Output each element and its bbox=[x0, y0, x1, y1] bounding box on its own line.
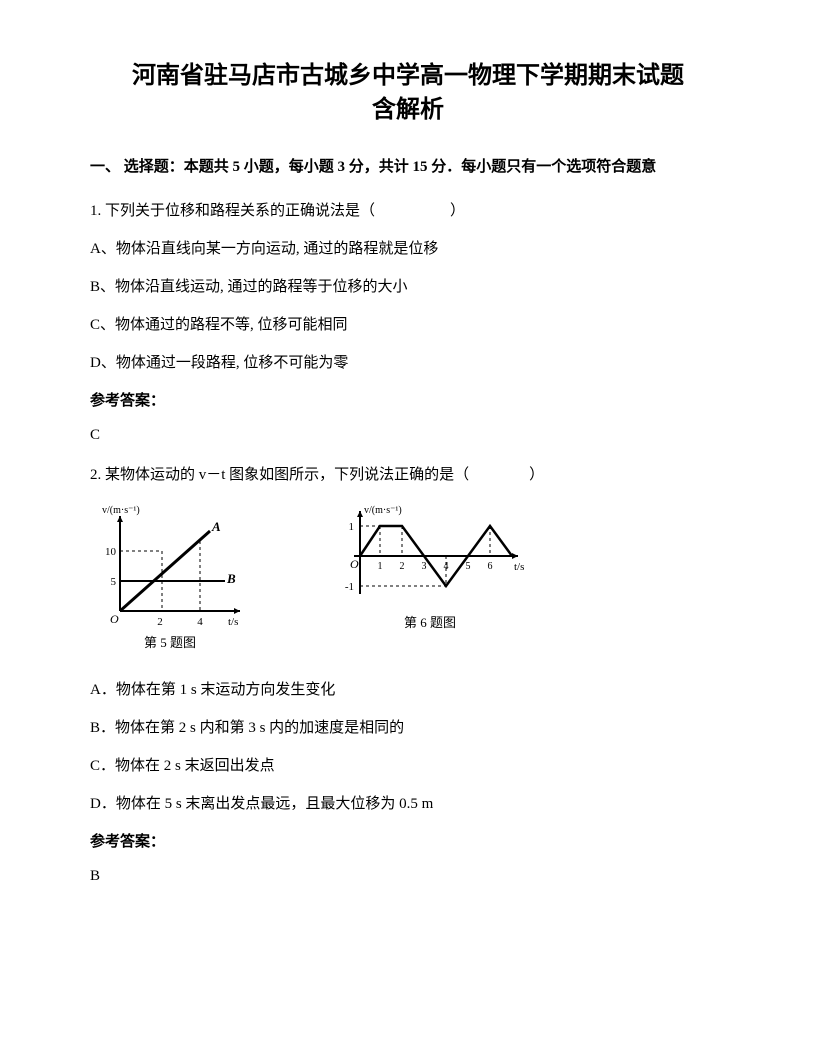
q1-option-c: C、物体通过的路程不等, 位移可能相同 bbox=[90, 313, 726, 337]
q1-option-d: D、物体通过一段路程, 位移不可能为零 bbox=[90, 351, 726, 375]
chart5-block: A B 5 10 2 4 Ov/(m·s⁻¹) t/s 第 5 题图 bbox=[90, 501, 250, 654]
q2-option-c: C．物体在 2 s 末返回出发点 bbox=[90, 754, 726, 778]
title-line-2: 含解析 bbox=[372, 97, 444, 123]
svg-text:5: 5 bbox=[111, 576, 117, 588]
q2-stem: 2. 某物体运动的 v－t 图象如图所示，下列说法正确的是（ ） bbox=[90, 463, 726, 487]
svg-text:1: 1 bbox=[349, 521, 355, 533]
q2-option-d: D．物体在 5 s 末离出发点最远，且最大位移为 0.5 m bbox=[90, 792, 726, 816]
svg-text:1: 1 bbox=[378, 561, 383, 572]
q2-option-a: A．物体在第 1 s 末运动方向发生变化 bbox=[90, 678, 726, 702]
svg-text:O: O bbox=[350, 557, 359, 571]
q1-option-a: A、物体沿直线向某一方向运动, 通过的路程就是位移 bbox=[90, 237, 726, 261]
chart6-block: 1 2 3 4 5 6 1 -1 Ov/(m·s⁻¹) t/s 第 6 题图 bbox=[330, 501, 530, 654]
chart6-caption: 第 6 题图 bbox=[330, 613, 530, 634]
svg-text:v/(m·s⁻¹): v/(m·s⁻¹) bbox=[364, 505, 402, 516]
svg-text:v/(m·s⁻¹): v/(m·s⁻¹) bbox=[102, 505, 140, 516]
q2-answer-label: 参考答案： bbox=[90, 830, 726, 854]
svg-text:B: B bbox=[226, 571, 236, 586]
svg-text:t/s: t/s bbox=[514, 561, 524, 573]
svg-text:t/s: t/s bbox=[228, 616, 238, 628]
svg-text:2: 2 bbox=[400, 561, 405, 572]
svg-text:6: 6 bbox=[488, 561, 493, 572]
q1-answer-label: 参考答案： bbox=[90, 389, 726, 413]
title-line-1: 河南省驻马店市古城乡中学高一物理下学期期末试题 bbox=[132, 63, 684, 89]
svg-text:2: 2 bbox=[157, 616, 163, 628]
svg-text:10: 10 bbox=[105, 546, 117, 558]
chart6-svg: 1 2 3 4 5 6 1 -1 Ov/(m·s⁻¹) t/s bbox=[330, 501, 530, 611]
q1-option-b: B、物体沿直线运动, 通过的路程等于位移的大小 bbox=[90, 275, 726, 299]
section-heading: 一、 选择题：本题共 5 小题，每小题 3 分，共计 15 分．每小题只有一个选… bbox=[90, 155, 726, 179]
svg-text:A: A bbox=[211, 519, 221, 534]
svg-text:4: 4 bbox=[444, 561, 449, 572]
q2-option-b: B．物体在第 2 s 内和第 3 s 内的加速度是相同的 bbox=[90, 716, 726, 740]
charts-row: A B 5 10 2 4 Ov/(m·s⁻¹) t/s 第 5 题图 1 2 3 4 5 6 1 -1 Ov/… bbox=[90, 501, 726, 654]
svg-text:5: 5 bbox=[466, 561, 471, 572]
svg-text:-1: -1 bbox=[345, 581, 354, 593]
page-title: 河南省驻马店市古城乡中学高一物理下学期期末试题 含解析 bbox=[90, 60, 726, 127]
chart5-svg: A B 5 10 2 4 Ov/(m·s⁻¹) t/s bbox=[90, 501, 250, 631]
svg-text:4: 4 bbox=[197, 616, 203, 628]
svg-text:O: O bbox=[110, 612, 119, 626]
q1-stem: 1. 下列关于位移和路程关系的正确说法是（ ） bbox=[90, 199, 726, 223]
svg-text:3: 3 bbox=[422, 561, 427, 572]
chart5-caption: 第 5 题图 bbox=[90, 633, 250, 654]
q1-answer: C bbox=[90, 423, 726, 447]
q2-answer: B bbox=[90, 864, 726, 888]
